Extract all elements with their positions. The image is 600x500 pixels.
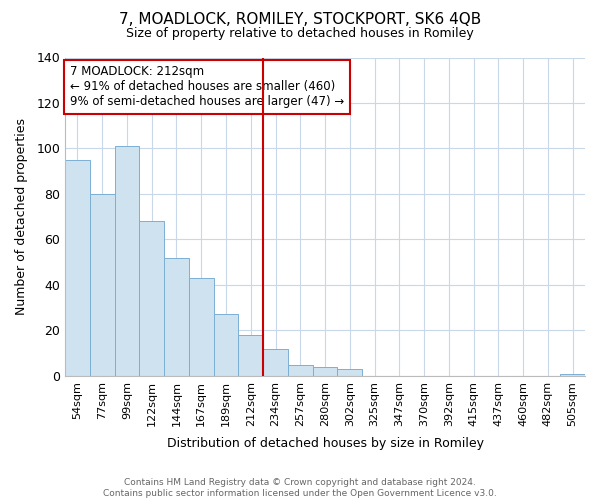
Bar [65, 160, 90, 376]
Text: 7 MOADLOCK: 212sqm
← 91% of detached houses are smaller (460)
9% of semi-detache: 7 MOADLOCK: 212sqm ← 91% of detached hou… [70, 66, 344, 108]
Bar [238, 335, 263, 376]
Bar [560, 374, 585, 376]
Bar [214, 314, 238, 376]
Bar [337, 369, 362, 376]
Bar [139, 221, 164, 376]
Text: 7, MOADLOCK, ROMILEY, STOCKPORT, SK6 4QB: 7, MOADLOCK, ROMILEY, STOCKPORT, SK6 4QB [119, 12, 481, 28]
Bar [313, 367, 337, 376]
Bar [189, 278, 214, 376]
Bar [115, 146, 139, 376]
Bar [288, 364, 313, 376]
Y-axis label: Number of detached properties: Number of detached properties [15, 118, 28, 315]
Text: Size of property relative to detached houses in Romiley: Size of property relative to detached ho… [126, 28, 474, 40]
X-axis label: Distribution of detached houses by size in Romiley: Distribution of detached houses by size … [167, 437, 484, 450]
Bar [90, 194, 115, 376]
Text: Contains HM Land Registry data © Crown copyright and database right 2024.
Contai: Contains HM Land Registry data © Crown c… [103, 478, 497, 498]
Bar [164, 258, 189, 376]
Bar [263, 348, 288, 376]
